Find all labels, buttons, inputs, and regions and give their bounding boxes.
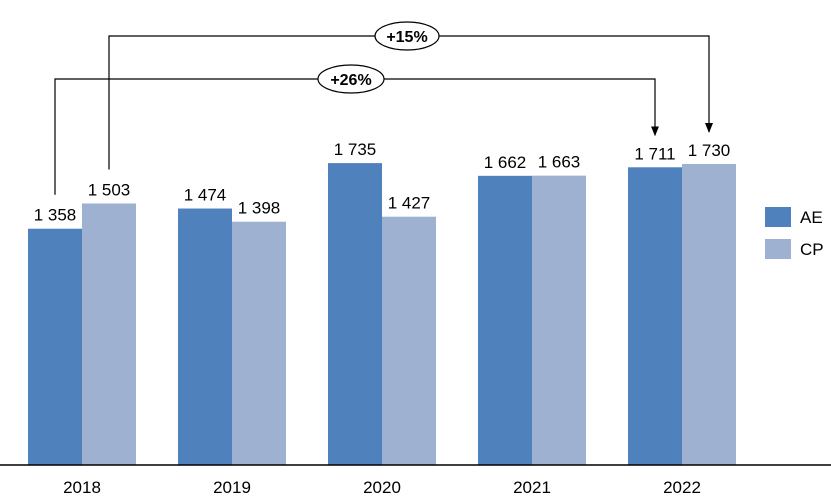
bar-ae-2018 (28, 228, 82, 465)
value-label-ae-2020: 1 735 (334, 140, 377, 159)
legend: AE CP (765, 207, 824, 259)
growth-annotations-group: +15% +26% (54, 21, 713, 195)
legend-swatch-ae (765, 207, 791, 227)
value-label-ae-2022: 1 711 (634, 144, 675, 163)
value-label-cp-2018: 1 503 (88, 180, 131, 199)
value-label-cp-2021: 1 663 (538, 153, 581, 172)
bar-cp-2019 (232, 221, 286, 465)
value-label-ae-2019: 1 474 (184, 186, 227, 205)
value-label-ae-2021: 1 662 (484, 153, 527, 172)
growth-label-cp: +15% (386, 29, 427, 46)
value-label-ae-2018: 1 358 (34, 206, 77, 225)
bar-ae-2022 (628, 167, 682, 465)
bar-cp-2021 (532, 175, 586, 465)
x-tick-label-2018: 2018 (63, 478, 101, 497)
bar-cp-2022 (682, 163, 736, 466)
x-tick-label-2019: 2019 (213, 478, 251, 497)
bar-ae-2019 (178, 208, 232, 466)
x-tick-label-2020: 2020 (363, 478, 401, 497)
legend-swatch-cp (765, 239, 791, 259)
bars-group (28, 163, 736, 466)
growth-label-ae: +26% (330, 72, 371, 89)
value-label-cp-2019: 1 398 (238, 199, 281, 218)
growth-badge-ae (317, 64, 385, 94)
bar-ae-2020 (328, 163, 382, 466)
bar-cp-2018 (82, 203, 136, 465)
x-tick-label-2022: 2022 (663, 478, 701, 497)
bar-cp-2020 (382, 216, 436, 465)
growth-badge-cp (374, 21, 440, 51)
x-tick-labels-group: 2018 2019 2020 2021 2022 (63, 478, 701, 497)
legend-label-ae: AE (800, 208, 823, 227)
bar-ae-2021 (478, 175, 532, 465)
value-label-cp-2020: 1 427 (388, 194, 431, 213)
x-tick-label-2021: 2021 (513, 478, 551, 497)
legend-label-cp: CP (800, 240, 824, 259)
growth-connector-cp (108, 35, 713, 170)
value-label-cp-2022: 1 730 (688, 141, 731, 160)
value-labels-group: 1 358 1 503 1 474 1 398 1 735 1 427 1 662 1 663… (34, 140, 731, 225)
